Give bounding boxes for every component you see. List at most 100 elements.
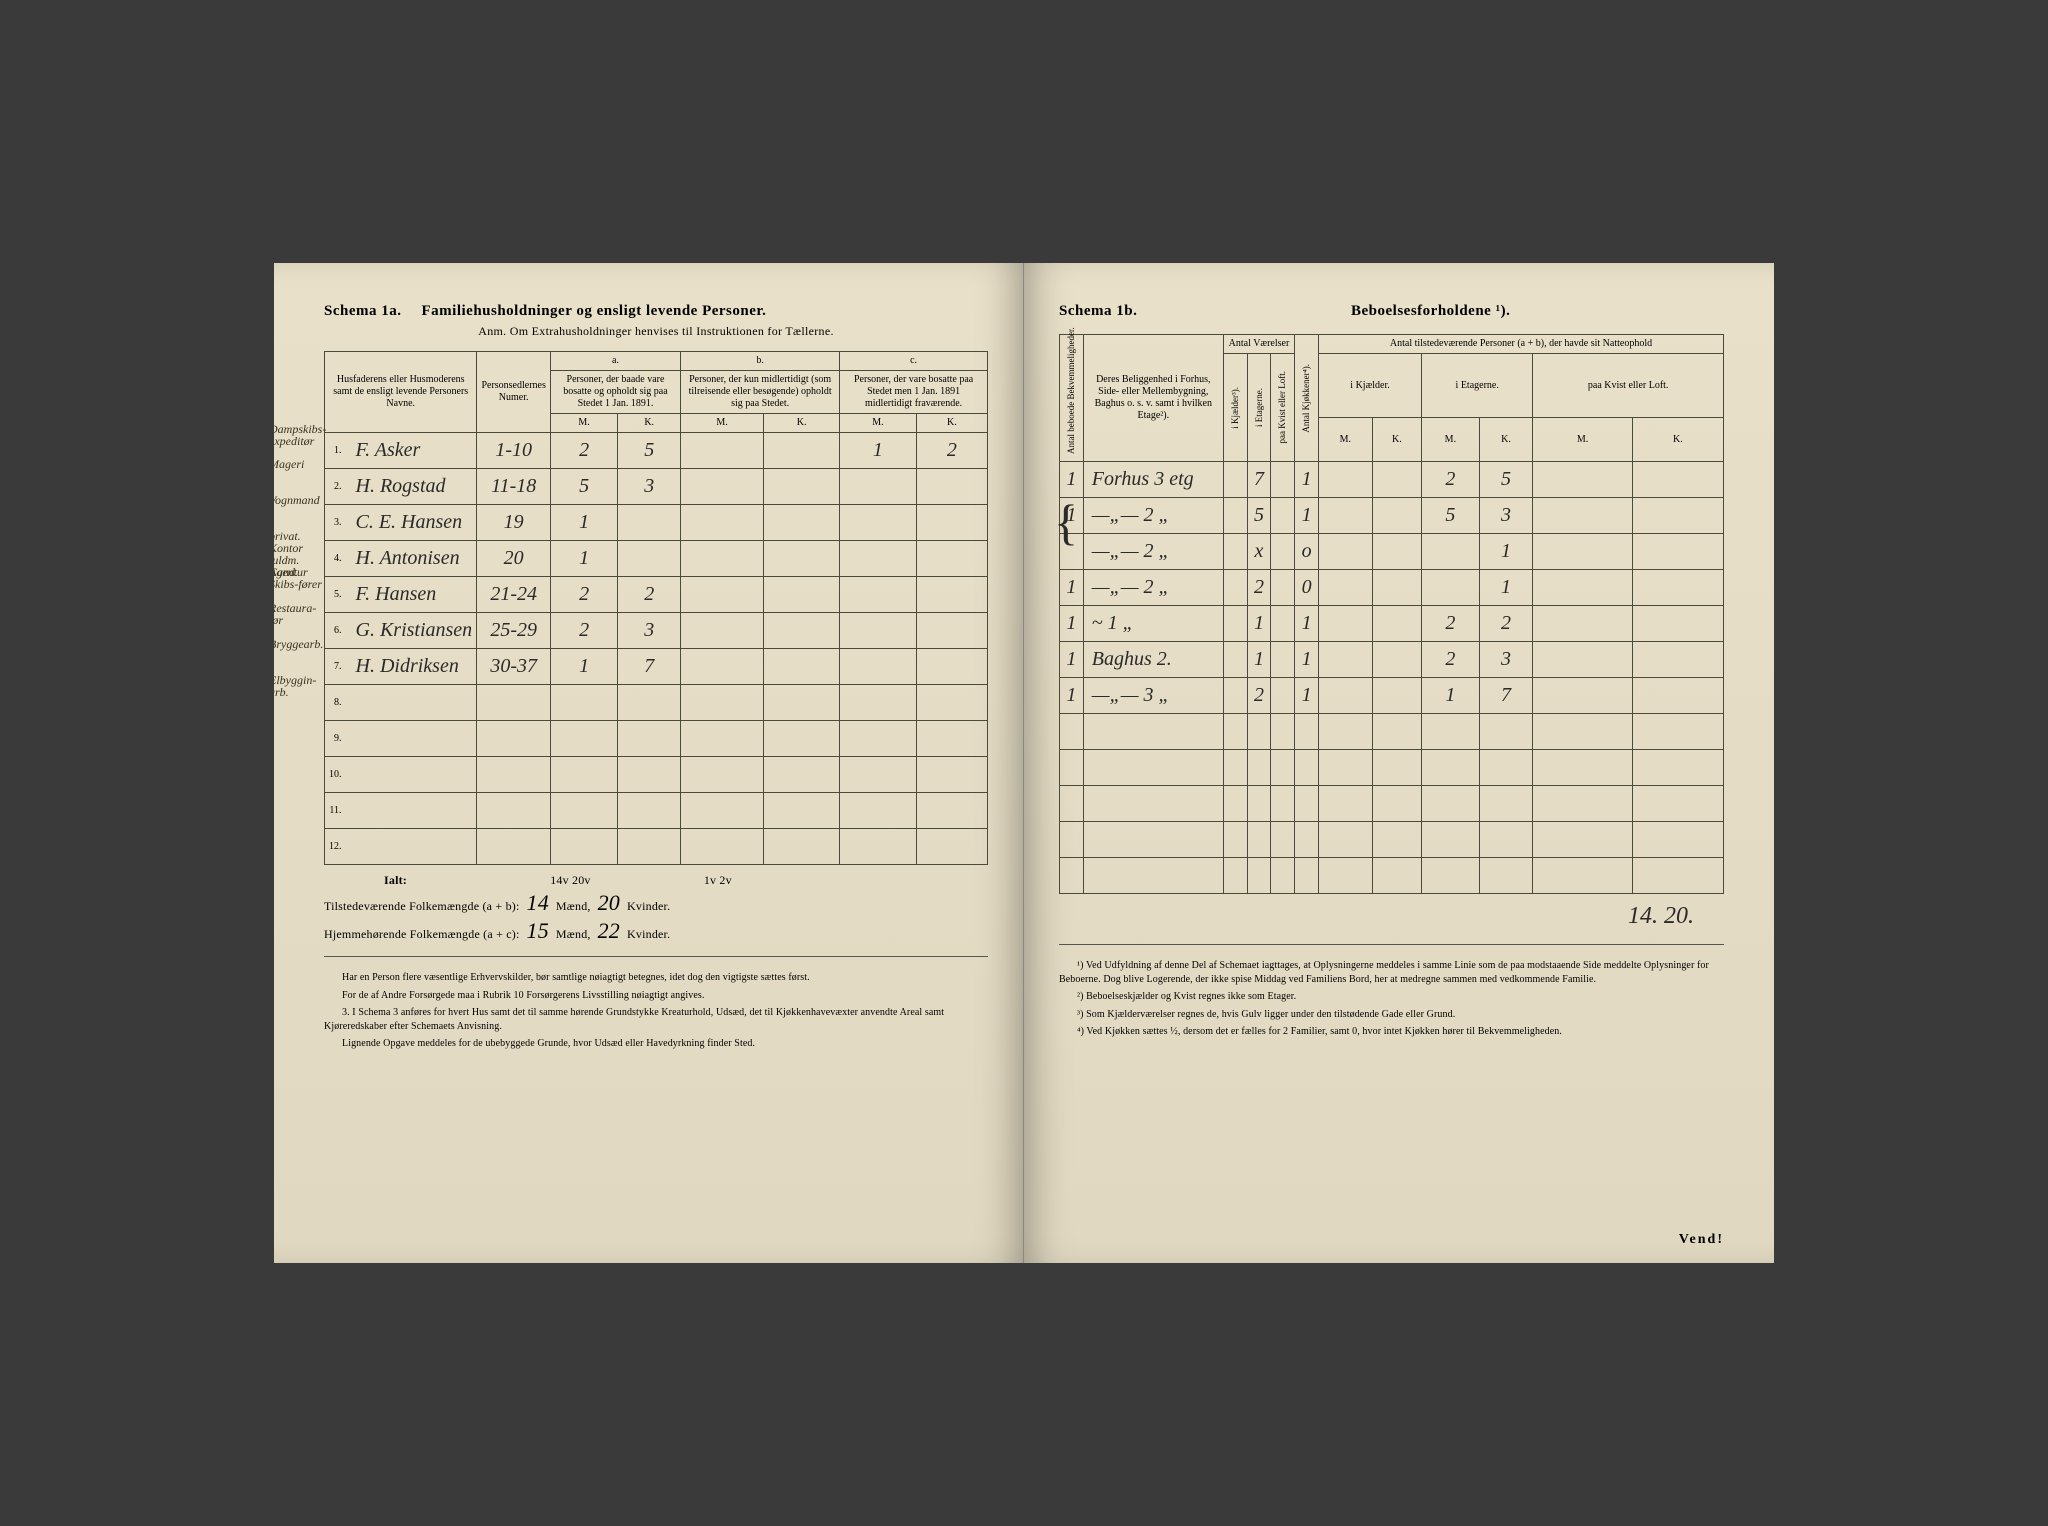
table-row: 11. xyxy=(325,793,988,829)
row-kjok: 1 xyxy=(1295,678,1319,714)
row-netm xyxy=(1422,858,1480,894)
row-belig xyxy=(1083,858,1223,894)
row-et xyxy=(1247,750,1271,786)
row-name: H. Rogstad xyxy=(348,469,477,505)
row-nkjk xyxy=(1372,534,1421,570)
row-bm xyxy=(681,505,764,541)
tilstede-m: 14 xyxy=(523,890,553,916)
row-ck xyxy=(916,613,987,649)
row-et: 1 xyxy=(1247,606,1271,642)
row-belig xyxy=(1083,714,1223,750)
row-et xyxy=(1247,822,1271,858)
row-kjok: 0 xyxy=(1295,570,1319,606)
row-et: 2 xyxy=(1247,678,1271,714)
row-bekvem xyxy=(1060,822,1084,858)
row-kj xyxy=(1223,750,1247,786)
row-num: 6. xyxy=(325,613,348,649)
row-cm xyxy=(840,577,917,613)
row-sedler xyxy=(477,829,550,865)
row-nkvk xyxy=(1632,858,1723,894)
row-ck xyxy=(916,541,987,577)
row-netm xyxy=(1422,714,1480,750)
row-et xyxy=(1247,786,1271,822)
row-cm xyxy=(840,685,917,721)
row-belig: —„— 2 „ xyxy=(1083,570,1223,606)
row-et xyxy=(1247,858,1271,894)
row-name: G. Kristiansen xyxy=(348,613,477,649)
th-b: b. xyxy=(681,352,840,371)
row-kv xyxy=(1271,534,1295,570)
row-am: 2 xyxy=(550,433,617,469)
row-nkjm xyxy=(1318,498,1372,534)
th-n3: paa Kvist eller Loft. xyxy=(1533,354,1724,418)
table-row: 1—„— 2 „5153 xyxy=(1060,498,1724,534)
row-kv xyxy=(1271,462,1295,498)
row-kj xyxy=(1223,822,1247,858)
row-nkjm xyxy=(1318,714,1372,750)
table-row: 1—„— 3 „2117 xyxy=(1060,678,1724,714)
row-am: 1 xyxy=(550,505,617,541)
row-et: 7 xyxy=(1247,462,1271,498)
margin-note: Bryggearb. xyxy=(274,638,324,650)
ialt-note-a: 14v 20v xyxy=(550,873,590,887)
row-nkvm xyxy=(1533,714,1632,750)
row-name: F. Hansen xyxy=(348,577,477,613)
row-cm xyxy=(840,469,917,505)
row-netk xyxy=(1479,786,1533,822)
row-nkvm xyxy=(1533,534,1632,570)
row-belig xyxy=(1083,786,1223,822)
right-footer: ¹) Ved Udfyldning af denne Del af Schema… xyxy=(1059,959,1724,1039)
row-nkvk xyxy=(1632,570,1723,606)
row-netk: 2 xyxy=(1479,606,1533,642)
row-netk: 7 xyxy=(1479,678,1533,714)
row-sedler xyxy=(477,757,550,793)
row-num: 12. xyxy=(325,829,348,865)
row-kj xyxy=(1223,534,1247,570)
table-row: 6.G. Kristiansen25-2923 xyxy=(325,613,988,649)
row-netk: 3 xyxy=(1479,642,1533,678)
margin-note-top: Dampskibs-expeditør xyxy=(274,423,324,447)
left-footer: Har en Person flere væsentlige Erhvervsk… xyxy=(324,971,988,1051)
book-spread: Schema 1a. Familiehusholdninger og ensli… xyxy=(274,263,1774,1263)
row-bekvem xyxy=(1060,786,1084,822)
maend-2: Mænd, xyxy=(556,927,591,941)
row-nkvk xyxy=(1632,678,1723,714)
row-ak: 5 xyxy=(618,433,681,469)
hjemme-m: 15 xyxy=(523,918,553,944)
row-nkjk xyxy=(1372,714,1421,750)
row-sedler: 19 xyxy=(477,505,550,541)
th-belig: Deres Beliggenhed i Forhus, Side- eller … xyxy=(1083,335,1223,462)
row-num: 3. xyxy=(325,505,348,541)
row-sedler xyxy=(477,721,550,757)
th-v2: i Etagerne. xyxy=(1252,384,1267,431)
row-kj xyxy=(1223,858,1247,894)
row-name: H. Didriksen xyxy=(348,649,477,685)
row-name: H. Antonisen xyxy=(348,541,477,577)
row-nkjm xyxy=(1318,570,1372,606)
row-nkjk xyxy=(1372,498,1421,534)
table-row: 9. xyxy=(325,721,988,757)
tilstede-k: 20 xyxy=(594,890,624,916)
row-sedler: 11-18 xyxy=(477,469,550,505)
row-nkvm xyxy=(1533,750,1632,786)
row-belig: Forhus 3 etg xyxy=(1083,462,1223,498)
row-num: 9. xyxy=(325,721,348,757)
row-nkvm xyxy=(1533,858,1632,894)
row-nkjm xyxy=(1318,462,1372,498)
th-n1: i Kjælder. xyxy=(1318,354,1421,418)
row-kv xyxy=(1271,750,1295,786)
row-belig: ~ 1 „ xyxy=(1083,606,1223,642)
row-am: 5 xyxy=(550,469,617,505)
ialt-label: Ialt: xyxy=(384,873,407,887)
row-kjok xyxy=(1295,750,1319,786)
row-bm xyxy=(681,685,764,721)
row-et: 2 xyxy=(1247,570,1271,606)
row-num: 1. xyxy=(325,433,348,469)
row-netm xyxy=(1422,822,1480,858)
row-kv xyxy=(1271,498,1295,534)
ialt-note-c: 1v 2v xyxy=(704,873,732,887)
row-ck xyxy=(916,721,987,757)
row-name xyxy=(348,793,477,829)
row-num: 2. xyxy=(325,469,348,505)
table-row: 1Baghus 2.1123 xyxy=(1060,642,1724,678)
